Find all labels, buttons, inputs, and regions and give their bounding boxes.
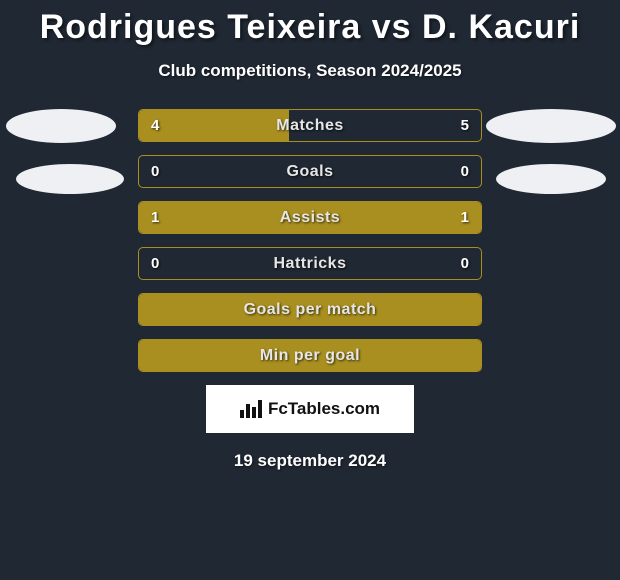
- stat-label: Goals: [139, 156, 481, 187]
- stat-value-right: 0: [461, 248, 469, 279]
- stat-label: Min per goal: [139, 340, 481, 371]
- stat-row: Hattricks0 0: [138, 247, 482, 280]
- stat-value-left: 1: [151, 202, 159, 233]
- stat-value-right: 1: [461, 202, 469, 233]
- stat-value-right: 5: [461, 110, 469, 141]
- stat-value-left: 0: [151, 248, 159, 279]
- player-right-photo-placeholder: [486, 109, 616, 143]
- stat-bar-track: Goals per match: [138, 293, 482, 326]
- stat-bar-track: Assists1 1: [138, 201, 482, 234]
- stat-row: Goals0 0: [138, 155, 482, 188]
- stat-bar-track: Goals0 0: [138, 155, 482, 188]
- stat-label: Hattricks: [139, 248, 481, 279]
- stat-value-right: 0: [461, 156, 469, 187]
- credit-text: FcTables.com: [268, 399, 380, 419]
- chart-area: Matches45Goals00Assists11Hattricks00Goal…: [0, 109, 620, 372]
- stat-bar-track: Matches4 5: [138, 109, 482, 142]
- comparison-subtitle: Club competitions, Season 2024/2025: [0, 61, 620, 81]
- stat-row: Goals per match: [138, 293, 482, 326]
- stat-row: Assists1 1: [138, 201, 482, 234]
- generated-date: 19 september 2024: [0, 451, 620, 471]
- credit-badge: FcTables.com: [206, 385, 414, 433]
- player-right-club-placeholder: [496, 164, 606, 194]
- stat-label: Matches: [139, 110, 481, 141]
- stat-bar-track: Hattricks0 0: [138, 247, 482, 280]
- stat-value-left: 0: [151, 156, 159, 187]
- stat-row: Matches4 5: [138, 109, 482, 142]
- stat-label: Assists: [139, 202, 481, 233]
- stat-value-left: 4: [151, 110, 159, 141]
- stat-row: Min per goal: [138, 339, 482, 372]
- stat-bar-track: Min per goal: [138, 339, 482, 372]
- comparison-title: Rodrigues Teixeira vs D. Kacuri: [0, 0, 620, 47]
- stat-label: Goals per match: [139, 294, 481, 325]
- player-left-photo-placeholder: [6, 109, 116, 143]
- player-left-club-placeholder: [16, 164, 124, 194]
- bar-chart-icon: [240, 400, 262, 418]
